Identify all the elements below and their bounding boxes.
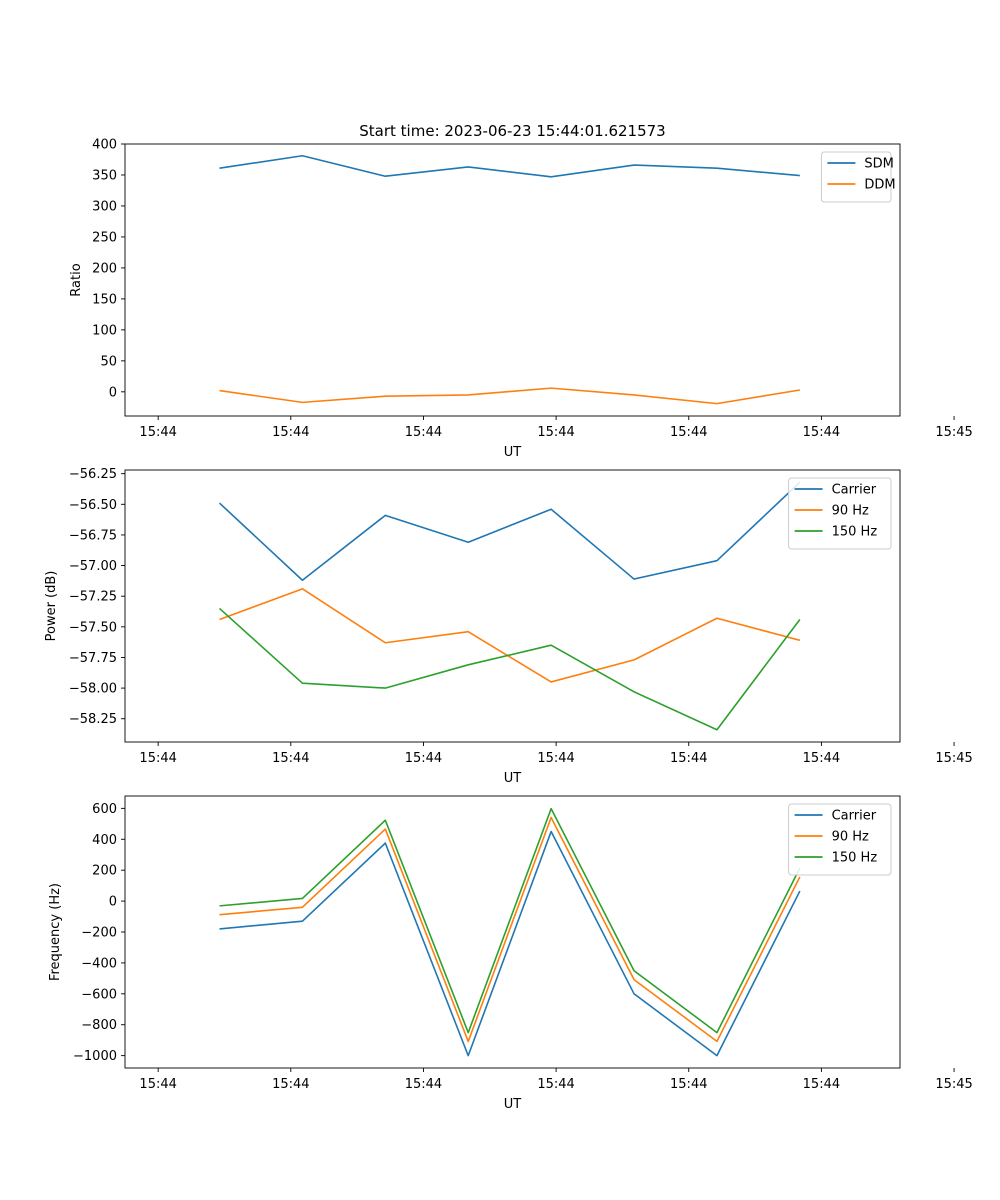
chart-panel-3: 15:44 15:44 15:44 15:44 15:44 15:44 15:45 −1000… (48, 795, 973, 1112)
legend-box (820, 151, 892, 203)
y-tick-label: 200 (92, 261, 117, 276)
legend-label-carrier: Carrier (832, 483, 877, 498)
y-tick-label: −56.25 (69, 467, 117, 482)
y-tick-label: 50 (100, 354, 117, 369)
legend-label-150-hz: 150 Hz (832, 851, 878, 866)
legend-label-ddm: DDM (864, 178, 895, 193)
x-tick-label: 15:44 (405, 751, 442, 766)
y-tick-label: −57.25 (69, 590, 117, 605)
legend-label-150-hz: 150 Hz (832, 525, 878, 540)
legend: Carrier 90 Hz 150 Hz (788, 803, 892, 876)
x-tick-label: 15:44 (803, 1077, 840, 1092)
y-tick-label: −400 (81, 956, 117, 971)
chart-panel-1: 15:44 15:44 15:44 15:44 15:44 15:44 15:45 0 50 10… (69, 138, 973, 461)
series-lines (218, 481, 801, 731)
series-lines (219, 154, 800, 405)
y-tick-label: −56.50 (69, 498, 117, 513)
series-lines (219, 807, 801, 1057)
x-axis-label: UT (504, 771, 522, 786)
x-tick-label: 15:44 (670, 1077, 707, 1092)
chart-panel-2: 15:44 15:44 15:44 15:44 15:44 15:44 15:45 −58.2… (44, 467, 973, 786)
x-tick-label: 15:44 (272, 751, 309, 766)
panels: 15:44 15:44 15:44 15:44 15:44 15:44 15:45 0 50 10… (44, 138, 973, 1113)
x-tick-label: 15:44 (537, 425, 574, 440)
x-tick-label: 15:44 (139, 425, 176, 440)
x-tick-label: 15:44 (670, 425, 707, 440)
legend-label-90-hz: 90 Hz (832, 830, 869, 845)
series-line-sdm (219, 154, 800, 178)
y-tick-label: 400 (92, 833, 117, 848)
series-line-carrier (219, 830, 801, 1057)
y-axis-label: Frequency (Hz) (48, 883, 63, 981)
series-line-carrier (218, 481, 801, 582)
legend-label-carrier: Carrier (832, 809, 877, 824)
y-tick-label: 600 (92, 802, 117, 817)
y-tick-label: 150 (92, 292, 117, 307)
x-tick-label: 15:44 (405, 1077, 442, 1092)
y-tick-label: −800 (81, 1018, 117, 1033)
x-tick-label: 15:44 (537, 1077, 574, 1092)
y-axis-label: Ratio (69, 263, 84, 296)
y-tick-label: 0 (109, 895, 117, 910)
y-tick-label: 250 (92, 230, 117, 245)
series-line-150-hz (219, 807, 801, 1034)
y-tick-label: 300 (92, 199, 117, 214)
x-tick-label: 15:44 (139, 751, 176, 766)
y-tick-label: 350 (92, 168, 117, 183)
x-tick-label: 15:44 (405, 425, 442, 440)
x-tick-label: 15:45 (935, 751, 972, 766)
x-tick-label: 15:44 (272, 425, 309, 440)
y-tick-label: −57.00 (69, 559, 117, 574)
x-axis-label: UT (504, 445, 522, 460)
y-tick-label: 100 (92, 323, 117, 338)
y-tick-label: −1000 (73, 1049, 117, 1064)
x-tick-label: 15:45 (935, 1077, 972, 1092)
series-line-90-hz (219, 588, 801, 683)
series-line-ddm (219, 387, 800, 405)
y-tick-label: −58.00 (69, 682, 117, 697)
x-tick-label: 15:44 (803, 425, 840, 440)
series-line-150-hz (218, 607, 801, 731)
x-tick-label: 15:45 (935, 425, 972, 440)
figure-title: Start time: 2023-06-23 15:44:01.621573 (359, 122, 665, 140)
y-tick-label: −600 (81, 987, 117, 1002)
x-tick-label: 15:44 (670, 751, 707, 766)
x-tick-label: 15:44 (272, 1077, 309, 1092)
legend: SDM DDM (820, 151, 896, 203)
y-axis-label: Power (dB) (44, 571, 59, 642)
y-tick-label: 0 (109, 385, 117, 400)
legend-label-sdm: SDM (864, 157, 893, 172)
x-tick-label: 15:44 (803, 751, 840, 766)
legend: Carrier 90 Hz 150 Hz (788, 477, 892, 550)
series-line-90-hz (219, 816, 801, 1043)
y-tick-label: −57.75 (69, 651, 117, 666)
legend-label-90-hz: 90 Hz (832, 504, 869, 519)
y-tick-label: −56.75 (69, 528, 117, 543)
y-tick-label: −58.25 (69, 712, 117, 727)
plot-frame (124, 143, 901, 417)
plot-frame (124, 469, 901, 743)
y-tick-label: −200 (81, 926, 117, 941)
y-tick-label: 400 (92, 138, 117, 153)
y-tick-label: 200 (92, 864, 117, 879)
x-tick-label: 15:44 (537, 751, 574, 766)
y-tick-label: −57.50 (69, 620, 117, 635)
x-tick-label: 15:44 (139, 1077, 176, 1092)
x-axis-label: UT (504, 1097, 522, 1112)
